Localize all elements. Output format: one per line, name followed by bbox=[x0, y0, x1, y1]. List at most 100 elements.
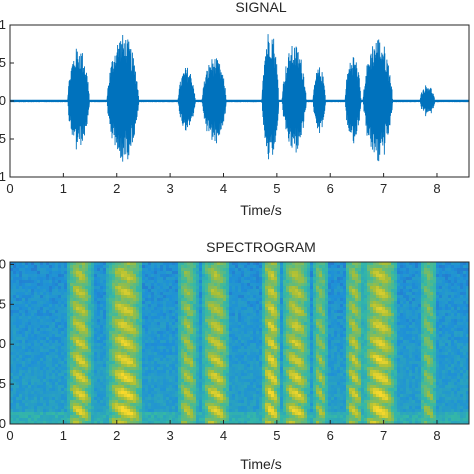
spectrogram-cell bbox=[253, 337, 257, 341]
spectrogram-cell bbox=[250, 295, 254, 299]
spectrogram-cell bbox=[238, 403, 242, 407]
spectrogram-cell bbox=[214, 304, 218, 308]
spectrogram-cell bbox=[64, 274, 68, 278]
spectrogram-cell bbox=[10, 379, 14, 383]
spectrogram-cell bbox=[139, 301, 143, 305]
spectrogram-cell bbox=[205, 382, 209, 386]
spectrogram-cell bbox=[103, 352, 107, 356]
spectrogram-cell bbox=[211, 373, 215, 377]
spectrogram-cell bbox=[169, 337, 173, 341]
spectrogram-cell bbox=[73, 346, 77, 350]
spectrogram-cell bbox=[169, 358, 173, 362]
spectrogram-cell bbox=[115, 415, 119, 419]
spectrogram-cell bbox=[235, 301, 239, 305]
spectrogram-cell bbox=[277, 358, 281, 362]
spectrogram-cell bbox=[112, 304, 116, 308]
spectrogram-cell bbox=[133, 361, 137, 365]
spectrogram-cell bbox=[247, 316, 251, 320]
spectrogram-cell bbox=[280, 373, 284, 377]
spectrogram-cell bbox=[259, 271, 263, 275]
spectrogram-cell bbox=[247, 280, 251, 284]
spectrogram-cell bbox=[223, 328, 227, 332]
spectrogram-cell bbox=[124, 352, 128, 356]
spectrogram-cell bbox=[160, 367, 164, 371]
spectrogram-cell bbox=[214, 400, 218, 404]
spectrogram-cell bbox=[241, 358, 245, 362]
spectrogram-cell bbox=[49, 328, 53, 332]
spectrogram-cell bbox=[241, 409, 245, 413]
spectrogram-cell bbox=[67, 340, 71, 344]
spectrogram-cell bbox=[43, 403, 47, 407]
spectrogram-cell bbox=[70, 367, 74, 371]
spectrogram-cell bbox=[247, 382, 251, 386]
spectrogram-cell bbox=[175, 316, 179, 320]
spectrogram-cell bbox=[211, 385, 215, 389]
spectrogram-cell bbox=[241, 268, 245, 272]
spectrogram-cell bbox=[142, 286, 146, 290]
spectrogram-cell bbox=[187, 277, 191, 281]
spectrogram-cell bbox=[67, 334, 71, 338]
spectrogram-cell bbox=[28, 352, 32, 356]
spectrogram-cell bbox=[268, 334, 272, 338]
spectrogram-cell bbox=[151, 409, 155, 413]
spectrogram-cell bbox=[151, 355, 155, 359]
spectrogram-cell bbox=[178, 319, 182, 323]
spectrogram-cell bbox=[151, 289, 155, 293]
spectrogram-cell bbox=[244, 322, 248, 326]
spectrogram-cell bbox=[106, 298, 110, 302]
spectrogram-cell bbox=[190, 322, 194, 326]
spectrogram-cell bbox=[175, 313, 179, 317]
spectrogram-cell bbox=[160, 415, 164, 419]
spectrogram-cell bbox=[259, 394, 263, 398]
spectrogram-cell bbox=[214, 409, 218, 413]
spectrogram-cell bbox=[226, 343, 230, 347]
spectrogram-cell bbox=[154, 298, 158, 302]
spectrogram-cell bbox=[124, 421, 128, 424]
spectrogram-cell bbox=[214, 382, 218, 386]
spectrogram-cell bbox=[265, 265, 269, 269]
spectrogram-cell bbox=[214, 262, 218, 266]
spectrogram-cell bbox=[43, 286, 47, 290]
spectrogram-cell bbox=[85, 340, 89, 344]
spectrogram-cell bbox=[166, 358, 170, 362]
spectrogram-cell bbox=[136, 349, 140, 353]
spectrogram-cell bbox=[193, 271, 197, 275]
spectrogram-cell bbox=[223, 379, 227, 383]
spectrogram-cell bbox=[190, 385, 194, 389]
spectrogram-cell bbox=[157, 340, 161, 344]
spectrogram-cell bbox=[241, 304, 245, 308]
spectrogram-cell bbox=[37, 334, 41, 338]
spectrogram-cell bbox=[223, 415, 227, 419]
spectrogram-cell bbox=[103, 343, 107, 347]
spectrogram-cell bbox=[100, 349, 104, 353]
spectrogram-cell bbox=[82, 406, 86, 410]
spectrogram-cell bbox=[133, 304, 137, 308]
spectrogram-cell bbox=[220, 352, 224, 356]
spectrogram-cell bbox=[37, 298, 41, 302]
spectrogram-cell bbox=[232, 301, 236, 305]
spectrogram-cell bbox=[49, 403, 53, 407]
spectrogram-cell bbox=[238, 331, 242, 335]
spectrogram-cell bbox=[70, 313, 74, 317]
spectrogram-cell bbox=[259, 319, 263, 323]
spectrogram-cell bbox=[151, 334, 155, 338]
spectrogram-cell bbox=[253, 412, 257, 416]
spectrogram-cell bbox=[31, 346, 35, 350]
spectrogram-cell bbox=[256, 382, 260, 386]
spectrogram-cell bbox=[46, 403, 50, 407]
spectrogram-cell bbox=[238, 274, 242, 278]
spectrogram-cell bbox=[190, 271, 194, 275]
spectrogram-cell bbox=[97, 394, 101, 398]
spectrogram-cell bbox=[160, 316, 164, 320]
spectrogram-cell bbox=[157, 418, 161, 422]
spectrogram-cell bbox=[220, 310, 224, 314]
spectrogram-cell bbox=[91, 376, 95, 380]
spectrogram-cell bbox=[283, 292, 287, 296]
spectrogram-cell bbox=[241, 322, 245, 326]
spectrogram-cell bbox=[37, 277, 41, 281]
spectrogram-cell bbox=[145, 277, 149, 281]
spectrogram-cell bbox=[268, 280, 272, 284]
spectrogram-cell bbox=[226, 325, 230, 329]
spectrogram-cell bbox=[148, 367, 152, 371]
spectrogram-cell bbox=[238, 286, 242, 290]
